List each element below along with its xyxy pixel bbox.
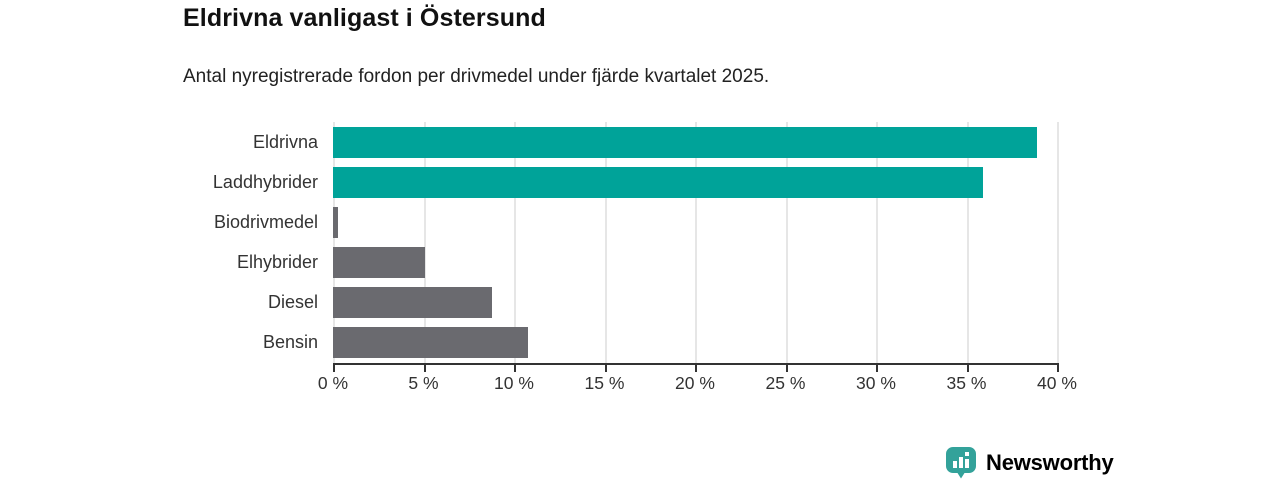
axis-tick [423, 365, 426, 372]
axis-tick-label: 20 % [675, 373, 715, 393]
bar-bensin [333, 327, 529, 359]
gridline [333, 122, 335, 363]
category-label: Bensin [262, 332, 318, 353]
bar-biodrivmedel [333, 206, 339, 238]
category-label: Diesel [267, 292, 318, 313]
plot-area [333, 122, 1059, 363]
bar-eldrivna [333, 126, 1038, 158]
axis-tick [695, 365, 697, 372]
bar-elhybrider [333, 247, 426, 279]
axis-tick-label: 40 % [1037, 373, 1077, 393]
category-label: Eldrivna [252, 131, 318, 152]
gridline [876, 122, 878, 363]
axis-tick-label: 10 % [494, 373, 534, 393]
gridline [604, 122, 607, 363]
axis-tick [876, 365, 878, 372]
axis-tick [966, 365, 969, 372]
x-axis-line [333, 363, 1059, 365]
category-label: Biodrivmedel [213, 211, 318, 232]
axis-tick-label: 15 % [584, 373, 625, 393]
category-label: Laddhybrider [212, 171, 318, 192]
axis-tick-label: 30 % [856, 373, 896, 393]
gridline [1057, 122, 1059, 363]
chart-subtitle: Antal nyregistrerade fordon per drivmede… [183, 66, 770, 87]
gridline [966, 122, 969, 363]
gridline [785, 122, 788, 363]
axis-tick [604, 365, 607, 372]
axis-tick [514, 365, 516, 372]
bar-laddhybrider [333, 166, 983, 198]
axis-tick [1057, 365, 1059, 372]
newsworthy-logo-icon [946, 447, 976, 479]
branding: Newsworthy [944, 446, 1114, 480]
gridline [423, 122, 426, 363]
axis-tick-label: 35 % [946, 373, 987, 393]
gridline [695, 122, 697, 363]
bar-diesel [333, 287, 493, 319]
axis-tick-label: 25 % [765, 373, 806, 393]
newsworthy-logo-text: Newsworthy [986, 450, 1114, 475]
gridline [514, 122, 516, 363]
axis-tick [333, 365, 335, 372]
axis-tick [785, 365, 788, 372]
axis-tick-label: 0 % [317, 373, 349, 393]
axis-tick-label: 5 % [408, 373, 439, 393]
chart-title: Eldrivna vanligast i Östersund [183, 4, 546, 32]
category-label: Elhybrider [236, 252, 318, 273]
